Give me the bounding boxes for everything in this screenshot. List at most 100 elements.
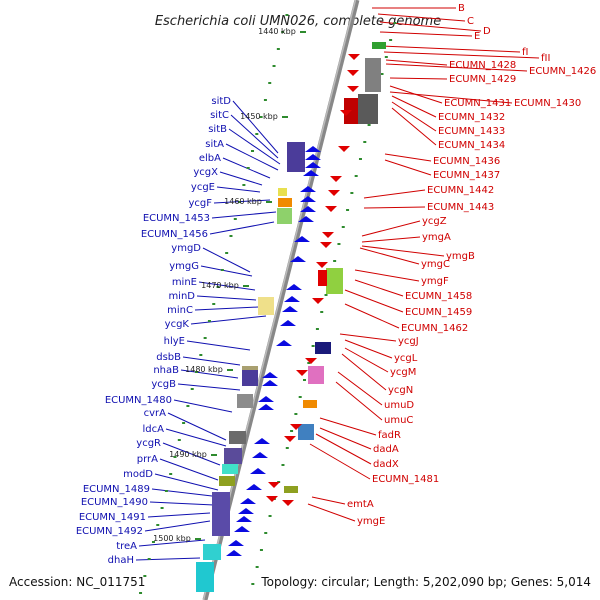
gene-label-ecumn-1433: ECUMN_1433 <box>438 126 505 137</box>
label-connector <box>190 315 267 325</box>
gene-label-ymgd: ymgD <box>171 243 201 254</box>
label-connector <box>319 417 377 436</box>
label-connector <box>173 399 233 413</box>
tick-mark <box>363 141 367 143</box>
reverse-gene-arrow <box>320 242 332 248</box>
label-connector <box>379 21 482 32</box>
forward-gene-arrow <box>236 516 252 522</box>
forward-gene-arrow <box>240 498 256 504</box>
forward-gene-arrow <box>280 320 296 326</box>
tick-mark <box>276 48 280 50</box>
label-connector <box>232 100 279 154</box>
gene-label-ecumn-1430: ECUMN_1430 <box>514 98 581 109</box>
gene-label-fi: fI <box>522 47 528 58</box>
label-connector <box>159 458 219 481</box>
tick-mark <box>337 243 341 245</box>
cog-block <box>212 492 230 536</box>
forward-gene-arrow <box>254 438 270 444</box>
label-connector <box>344 289 404 313</box>
label-connector <box>186 340 251 351</box>
kbp-tick <box>300 31 306 33</box>
gene-label-sitc: sitC <box>210 110 229 121</box>
tick-mark <box>285 14 289 16</box>
forward-gene-arrow <box>258 396 274 402</box>
kbp-label: 1500 kbp <box>153 534 191 543</box>
tick-mark <box>139 592 143 594</box>
gene-label-trea: treA <box>116 541 137 552</box>
tick-mark <box>207 320 211 322</box>
label-connector <box>385 63 528 72</box>
forward-gene-arrow <box>300 196 316 202</box>
tick-mark <box>268 515 272 517</box>
forward-gene-arrow <box>234 526 250 532</box>
tick-mark <box>156 524 160 526</box>
label-connector <box>384 153 432 162</box>
forward-gene-arrow <box>300 206 316 212</box>
gene-label-b: B <box>458 3 465 14</box>
label-connector <box>391 95 437 118</box>
tick-mark <box>367 124 371 126</box>
tick-mark <box>169 473 173 475</box>
tick-mark <box>333 260 337 262</box>
gene-label-sita: sitA <box>205 139 224 150</box>
label-connector <box>194 306 259 311</box>
forward-gene-arrow <box>303 170 319 176</box>
gene-label-ycgx: ycgX <box>193 167 218 178</box>
tick-mark <box>242 184 246 186</box>
tick-marks <box>139 14 397 594</box>
kbp-label: 1440 kbp <box>258 27 296 36</box>
kbp-tick <box>243 285 249 287</box>
tick-mark <box>233 218 237 220</box>
gene-label-sitb: sitB <box>208 124 227 135</box>
tick-mark <box>199 354 203 356</box>
label-connector <box>341 353 387 391</box>
label-connector <box>154 473 219 491</box>
gene-label-nhab: nhaB <box>153 365 179 376</box>
gene-label-ymgb: ymgB <box>446 251 475 262</box>
forward-gene-arrow <box>286 284 302 290</box>
forward-gene-arrow <box>262 372 278 378</box>
reverse-gene-arrow <box>296 370 308 376</box>
gene-label-ecumn-1437: ECUMN_1437 <box>433 170 500 181</box>
gene-label-umuc: umuC <box>384 415 413 426</box>
forward-gene-arrow <box>298 216 314 222</box>
tick-mark <box>281 464 285 466</box>
forward-gene-arrow <box>305 146 321 152</box>
label-connector <box>180 369 239 379</box>
cog-block <box>326 268 343 294</box>
kbp-label: 1460 kbp <box>224 197 262 206</box>
label-connector <box>361 245 445 257</box>
label-connector <box>315 433 372 465</box>
tick-mark <box>151 541 155 543</box>
gene-label-ecumn-1442: ECUMN_1442 <box>427 185 494 196</box>
label-connector <box>202 247 251 273</box>
gene-label-ecumn-1428: ECUMN_1428 <box>449 60 516 71</box>
label-connector <box>209 221 275 235</box>
label-connector <box>379 45 521 53</box>
forward-gene-arrow <box>262 380 278 386</box>
gene-label-hlye: hlyE <box>164 336 185 347</box>
label-connector <box>167 412 227 441</box>
label-connector <box>138 539 206 547</box>
gene-label-elba: elbA <box>199 153 221 164</box>
accession-label: Accession: NC_011751 <box>9 575 146 589</box>
gene-label-ecumn-1492: ECUMN_1492 <box>76 526 143 537</box>
cog-block <box>372 42 386 49</box>
gene-label-ldca: ldcA <box>143 424 165 435</box>
reverse-gene-arrow <box>282 500 294 506</box>
label-connector <box>219 171 263 186</box>
tick-mark <box>320 311 324 313</box>
forward-gene-arrow <box>238 508 254 514</box>
label-connector <box>182 356 241 366</box>
label-connector <box>230 114 279 159</box>
cog-block <box>242 370 258 386</box>
tick-mark <box>251 150 255 152</box>
label-connector <box>361 220 421 237</box>
label-connector <box>363 206 426 209</box>
tick-mark <box>263 99 267 101</box>
forward-gene-arrow <box>290 256 306 262</box>
cog-block <box>318 270 327 286</box>
gene-label-minc: minC <box>167 305 193 316</box>
tick-mark <box>251 583 255 585</box>
